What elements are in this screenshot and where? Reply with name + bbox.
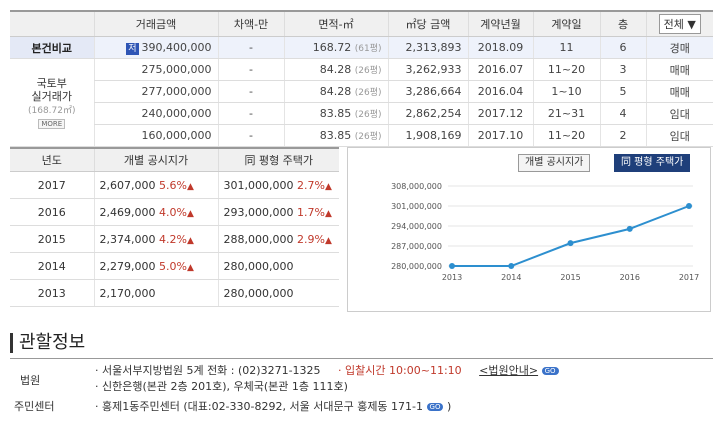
y-tick-label: 301,000,000	[391, 202, 442, 211]
self-month: 2018.09	[467, 36, 533, 59]
year-cell: 2014	[10, 252, 94, 280]
price-row: 2017 2,607,000 5.6%▲ 301,000,000 2.7%▲	[10, 171, 339, 199]
header-blank	[10, 10, 94, 37]
x-tick-label: 2016	[620, 273, 640, 282]
header-floor: 층	[599, 10, 646, 37]
center-go-button[interactable]: GO	[426, 403, 444, 411]
land-price-cell: 2,607,000 5.6%▲	[93, 171, 218, 199]
court-bank-line: · 신한은행(본관 2층 201호), 우체국(본관 1층 111호)	[95, 380, 348, 393]
header-land-price: 개별 공시지가	[93, 147, 218, 172]
header-area: 면적-㎡	[283, 10, 388, 37]
y-tick-label: 294,000,000	[391, 222, 442, 231]
price-row: 2014 2,279,000 5.0%▲ 280,000,000	[10, 252, 339, 280]
low-badge: 저	[126, 42, 139, 55]
year-cell: 2017	[10, 171, 94, 199]
more-button[interactable]: MORE	[38, 118, 66, 129]
data-point	[686, 203, 692, 209]
header-unit-price: ㎡당 금액	[387, 10, 468, 37]
header-house-price: 同 평형 주택가	[217, 147, 339, 172]
self-diff: -	[217, 36, 284, 59]
tab-land-price[interactable]: 개별 공시지가	[518, 154, 591, 172]
x-tick-label: 2015	[560, 273, 580, 282]
transaction-table: 거래금액 차액-만 면적-㎡ ㎡당 금액 계약년월 계약일 층 전체 ▼ 본건비…	[10, 10, 713, 147]
year-cell: 2016	[10, 198, 94, 226]
table-header-row: 거래금액 차액-만 면적-㎡ ㎡당 금액 계약년월 계약일 층 전체 ▼	[10, 10, 713, 37]
self-area: 168.72 (61평)	[283, 36, 388, 59]
jurisdiction-title: 관할정보	[10, 333, 85, 353]
year-cell: 2013	[10, 279, 94, 307]
x-tick-label: 2017	[679, 273, 699, 282]
land-price-cell: 2,279,000 5.0%▲	[93, 252, 218, 280]
bid-time-label: · 입찰시간	[338, 364, 386, 377]
data-point	[449, 263, 455, 269]
line-chart: 308,000,000 301,000,000 294,000,000 287,000…	[391, 182, 699, 282]
bid-time: 10:00~11:10	[389, 364, 462, 377]
self-type: 경매	[645, 36, 713, 59]
land-price-cell: 2,170,000	[93, 279, 218, 307]
court-go-button[interactable]: GO	[541, 367, 559, 375]
price-chart: 개별 공시지가 同 평형 주택가 308,000,000 301,000,000 2…	[347, 147, 711, 312]
self-amount: 저 390,400,000	[93, 36, 218, 59]
header-amount: 거래금액	[93, 10, 218, 37]
land-price-cell: 2,469,000 4.0%▲	[93, 198, 218, 226]
court-guide-link[interactable]: <법원안내>	[479, 364, 539, 377]
section-divider	[10, 358, 713, 359]
y-tick-label: 308,000,000	[391, 182, 442, 191]
x-tick-label: 2014	[501, 273, 521, 282]
table-row: 160,000,000 - 83.85 (26평) 1,908,169 2017…	[10, 124, 713, 147]
price-row: 2013 2,170,000 280,000,000	[10, 279, 339, 307]
price-row: 2016 2,469,000 4.0%▲ 293,000,000 1.7%▲	[10, 198, 339, 226]
header-diff: 차액-만	[217, 10, 284, 37]
y-tick-label: 287,000,000	[391, 242, 442, 251]
data-point	[508, 263, 515, 269]
house-price-cell: 301,000,000 2.7%▲	[217, 171, 339, 199]
house-price-cell: 280,000,000	[217, 252, 339, 280]
x-tick-label: 2013	[442, 273, 462, 282]
header-year: 년도	[10, 147, 94, 172]
header-contract-month: 계약년월	[467, 10, 533, 37]
table-row: 240,000,000 - 83.85 (26평) 2,862,254 2017…	[10, 102, 713, 125]
table-row: 277,000,000 - 84.28 (26평) 3,286,664 2016…	[10, 80, 713, 103]
land-price-cell: 2,374,000 4.2%▲	[93, 225, 218, 253]
self-row: 본건비교 저 390,400,000 - 168.72 (61평) 2,313,8…	[10, 36, 713, 59]
court-info-line: · 서울서부지방법원 5계 전화 : (02)3271-1325 · 입찰시간 …	[95, 362, 559, 378]
header-filter: 전체 ▼	[645, 10, 713, 37]
data-point	[626, 225, 633, 232]
price-row: 2015 2,374,000 4.2%▲ 288,000,000 2.9%▲	[10, 225, 339, 253]
self-label: 본건비교	[10, 36, 94, 59]
house-price-cell: 288,000,000 2.9%▲	[217, 225, 339, 253]
year-cell: 2015	[10, 225, 94, 253]
center-label: 주민센터	[14, 400, 55, 413]
tab-house-price[interactable]: 同 평형 주택가	[614, 154, 691, 172]
price-history-table: 년도 개별 공시지가 同 평형 주택가 2017 2,607,000 5.6%▲ 3…	[10, 147, 339, 307]
price-header-row: 년도 개별 공시지가 同 평형 주택가	[10, 147, 339, 172]
self-unit-price: 2,313,893	[387, 36, 468, 59]
y-tick-label: 280,000,000	[391, 262, 442, 271]
series-line	[452, 205, 690, 267]
self-floor: 6	[599, 36, 646, 59]
header-contract-day: 계약일	[532, 10, 600, 37]
type-filter-select[interactable]: 전체 ▼	[658, 14, 701, 34]
house-price-cell: 293,000,000 1.7%▲	[217, 198, 339, 226]
data-point	[567, 240, 574, 247]
court-label: 법원	[20, 374, 41, 387]
molit-label: 국토부 실거래가 (168.72㎡) MORE	[10, 58, 94, 147]
center-info-line: · 홍제1동주민센터 (대표:02-330-8292, 서울 서대문구 홍제동 …	[95, 400, 452, 413]
self-day: 11	[532, 36, 600, 59]
table-row: 국토부 실거래가 (168.72㎡) MORE 275,000,000 - 84…	[10, 58, 713, 147]
house-price-cell: 280,000,000	[217, 279, 339, 307]
